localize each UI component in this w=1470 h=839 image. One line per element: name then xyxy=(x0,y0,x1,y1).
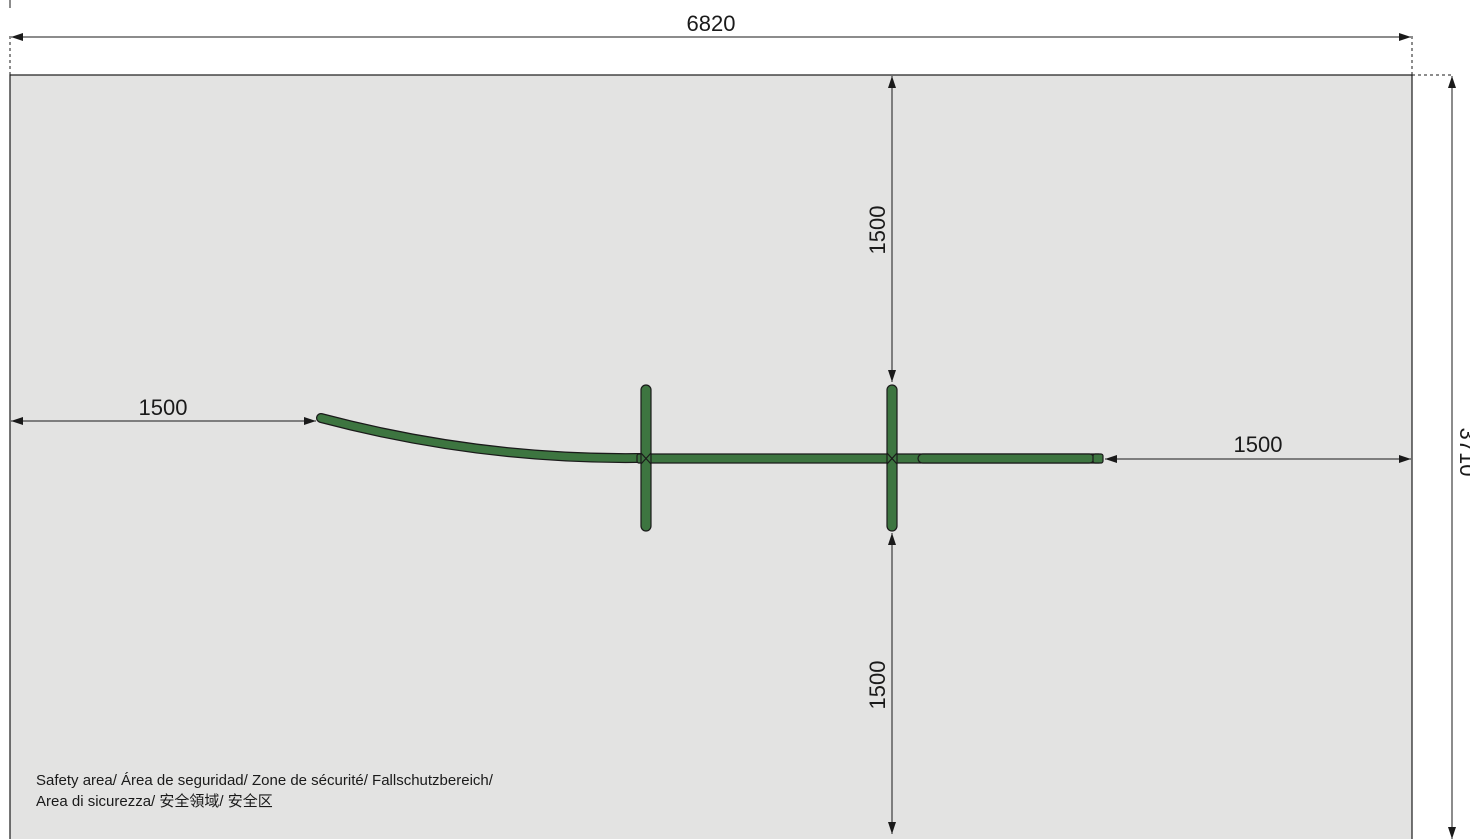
end-beam-segment xyxy=(917,453,1095,464)
overall-width-label: 6820 xyxy=(687,11,736,36)
legend-line-2: Area di sicurezza/ 安全領域/ 安全区 xyxy=(36,793,273,810)
curved-beam-fill xyxy=(317,414,644,462)
joint-cross-2 xyxy=(886,452,898,465)
end-cap xyxy=(1092,453,1104,464)
legend-line-1: Safety area/ Área de seguridad/ Zone de … xyxy=(36,772,493,789)
joint-markers xyxy=(640,452,898,465)
joint-cross-1 xyxy=(640,452,652,465)
playground-element xyxy=(316,384,1104,532)
right-clearance-label: 1500 xyxy=(1234,432,1283,457)
overall-height-label: 3710 xyxy=(1455,428,1470,477)
left-clearance-label: 1500 xyxy=(139,395,188,420)
safety-area-legend: Safety area/ Área de seguridad/ Zone de … xyxy=(36,770,493,812)
top-clearance-label: 1500 xyxy=(865,206,890,255)
bottom-clearance-label: 1500 xyxy=(865,661,890,710)
